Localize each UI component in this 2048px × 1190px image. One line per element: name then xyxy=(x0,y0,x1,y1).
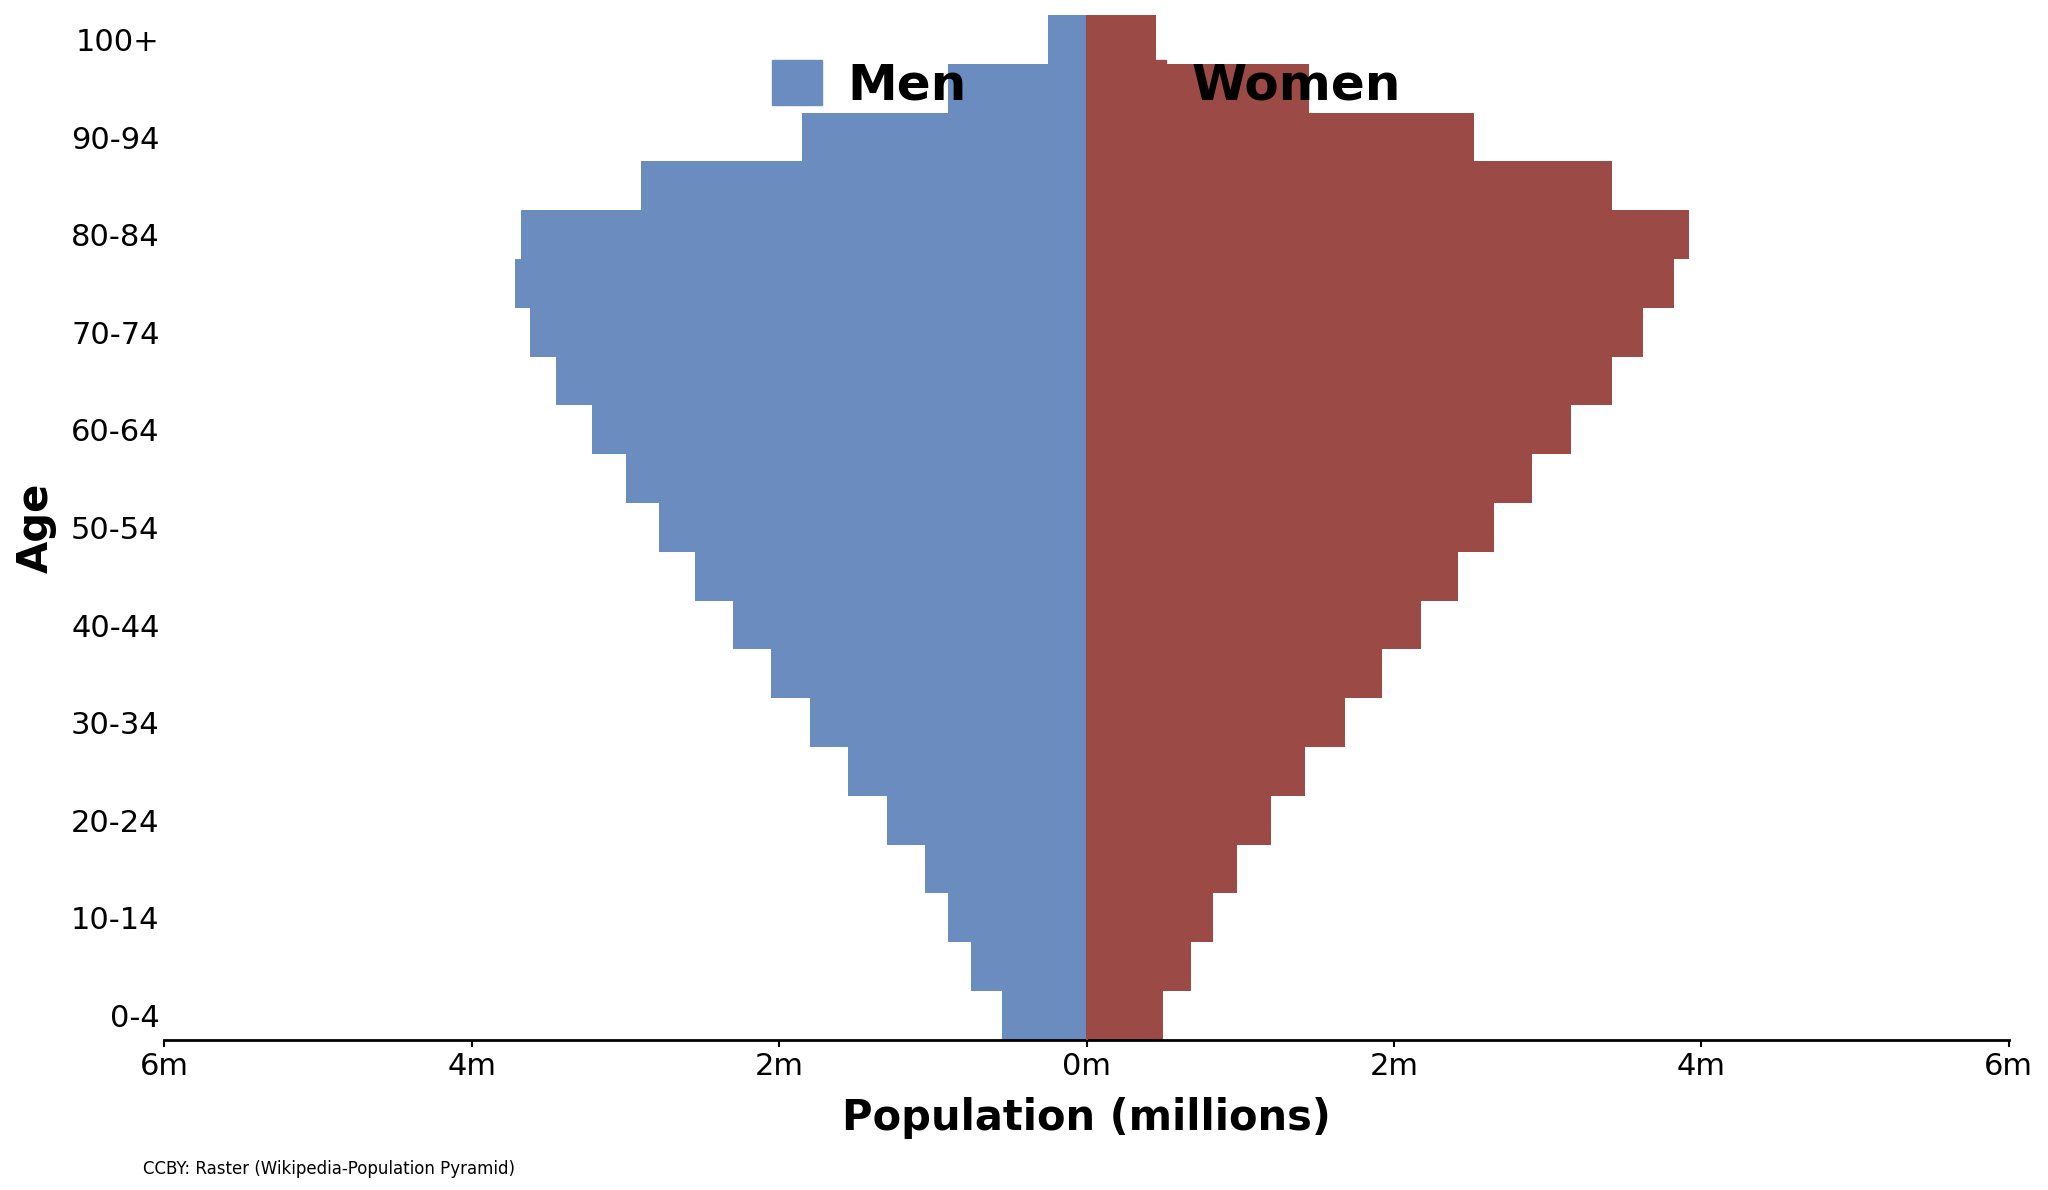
Bar xyxy=(1087,894,1212,942)
Bar xyxy=(948,64,1087,113)
Bar xyxy=(1087,455,1532,503)
Bar xyxy=(625,455,1087,503)
Bar xyxy=(1087,747,1305,796)
Bar xyxy=(1087,650,1382,699)
Bar xyxy=(1087,942,1192,991)
Bar xyxy=(971,942,1087,991)
Bar xyxy=(659,503,1087,552)
Bar xyxy=(948,894,1087,942)
Bar xyxy=(530,308,1087,357)
X-axis label: Population (millions): Population (millions) xyxy=(842,1097,1331,1139)
Bar xyxy=(1087,211,1690,259)
Bar xyxy=(1087,113,1475,162)
Text: CCBY: Raster (Wikipedia-Population Pyramid): CCBY: Raster (Wikipedia-Population Pyram… xyxy=(143,1160,516,1178)
Bar xyxy=(1049,15,1087,64)
Bar xyxy=(1087,601,1421,650)
Bar xyxy=(592,406,1087,455)
Bar xyxy=(772,650,1087,699)
Y-axis label: Age: Age xyxy=(14,482,57,572)
Legend: Men, Women: Men, Women xyxy=(752,40,1421,130)
Bar xyxy=(514,259,1087,308)
Bar xyxy=(887,796,1087,845)
Bar xyxy=(1087,503,1493,552)
Bar xyxy=(641,162,1087,211)
Bar xyxy=(1087,796,1272,845)
Bar xyxy=(1087,406,1571,455)
Bar xyxy=(1001,991,1087,1040)
Bar xyxy=(809,699,1087,747)
Bar xyxy=(926,845,1087,894)
Bar xyxy=(848,747,1087,796)
Bar xyxy=(1087,162,1612,211)
Bar xyxy=(1087,845,1237,894)
Bar xyxy=(520,211,1087,259)
Bar xyxy=(1087,699,1346,747)
Bar xyxy=(1087,259,1673,308)
Bar xyxy=(1087,991,1163,1040)
Bar xyxy=(557,357,1087,406)
Bar xyxy=(1087,308,1642,357)
Bar xyxy=(1087,552,1458,601)
Bar xyxy=(803,113,1087,162)
Bar xyxy=(1087,15,1155,64)
Bar xyxy=(733,601,1087,650)
Bar xyxy=(694,552,1087,601)
Bar xyxy=(1087,357,1612,406)
Bar xyxy=(1087,64,1309,113)
